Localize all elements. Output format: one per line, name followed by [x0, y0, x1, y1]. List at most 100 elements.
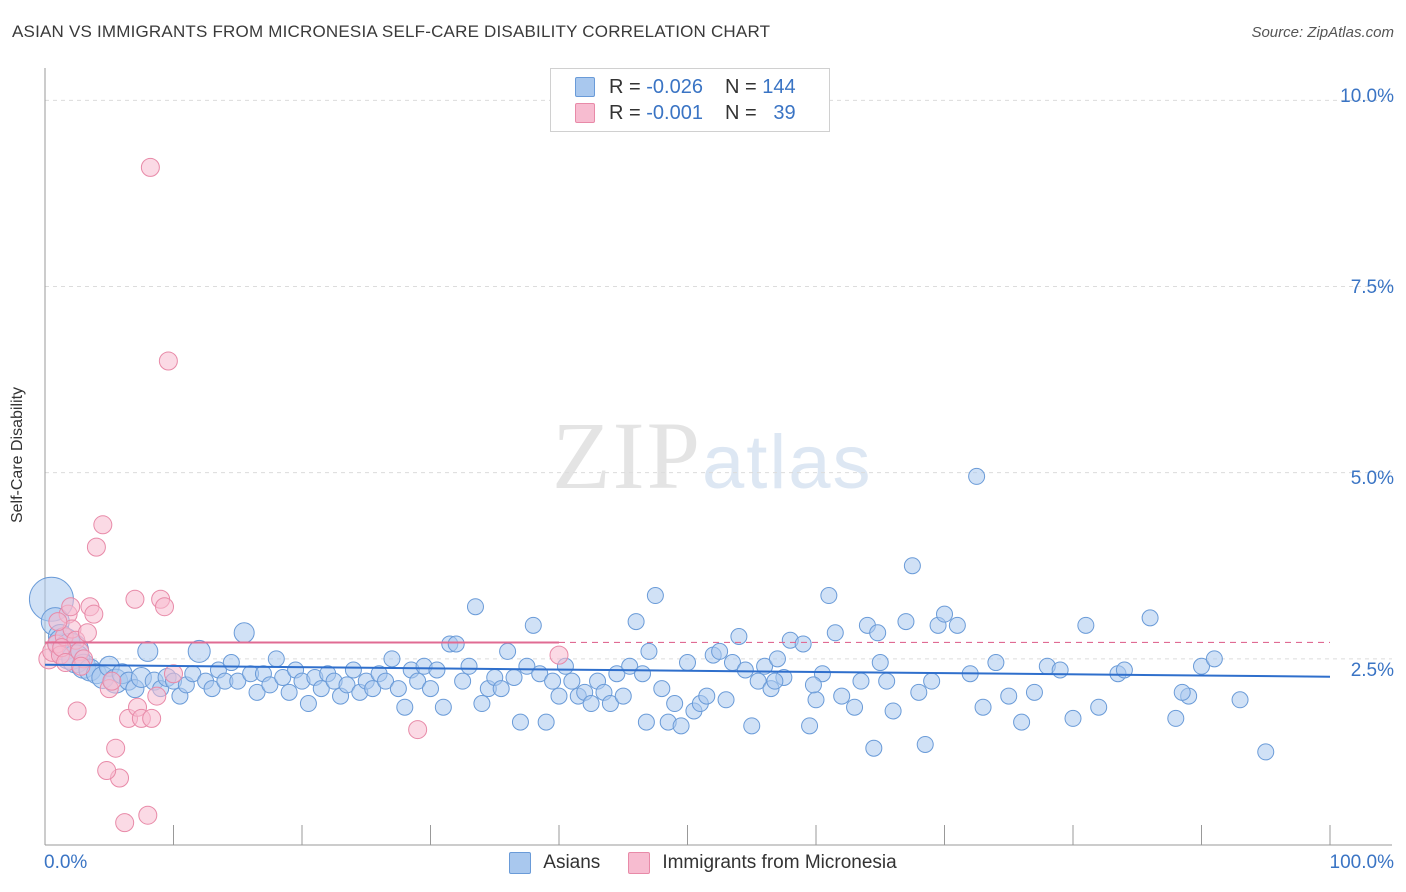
data-point-asians — [948, 616, 966, 634]
data-point-asians — [749, 672, 767, 690]
data-point-micronesia — [164, 664, 183, 684]
data-point-asians — [460, 657, 478, 675]
data-point-asians — [389, 680, 407, 698]
r-label: R = — [609, 75, 641, 98]
data-point-asians — [280, 683, 298, 701]
data-point-micronesia — [67, 701, 87, 721]
data-point-asians — [974, 698, 992, 716]
watermark: ZIPatlas — [552, 400, 873, 511]
data-point-asians — [711, 642, 729, 660]
data-point-asians — [833, 687, 851, 705]
data-point-micronesia — [97, 761, 117, 781]
data-point-asians — [466, 598, 484, 616]
data-point-asians — [987, 654, 1005, 672]
legend-row-asians: R = -0.026 N = 144 — [575, 75, 796, 99]
data-point-asians — [634, 665, 652, 683]
data-point-asians — [492, 680, 510, 698]
data-point-asians — [640, 642, 658, 660]
legend-item-asians[interactable]: Asians — [509, 852, 600, 874]
data-point-micronesia — [77, 623, 97, 643]
data-point-asians — [203, 680, 221, 698]
data-point-asians — [852, 672, 870, 690]
data-point-asians — [428, 661, 446, 679]
series-legend: Asians Immigrants from Micronesia — [0, 852, 1406, 874]
data-point-asians — [627, 613, 645, 631]
chart-title: ASIAN VS IMMIGRANTS FROM MICRONESIA SELF… — [12, 22, 771, 41]
data-point-asians — [377, 672, 395, 690]
data-point-asians — [768, 650, 786, 668]
data-point-micronesia — [549, 645, 569, 665]
data-point-asians — [884, 702, 902, 720]
data-point-asians — [1077, 616, 1095, 634]
data-point-asians — [409, 672, 427, 690]
r-label: R = — [609, 101, 641, 124]
data-point-asians — [730, 627, 748, 645]
data-point-asians — [222, 654, 240, 672]
legend-item-micronesia[interactable]: Immigrants from Micronesia — [628, 852, 897, 874]
data-point-asians — [1051, 661, 1069, 679]
data-point-asians — [550, 687, 568, 705]
data-point-asians — [344, 661, 362, 679]
data-point-asians — [807, 691, 825, 709]
data-point-micronesia — [140, 157, 160, 177]
n-value-micronesia: 39 — [773, 101, 796, 124]
data-point-asians — [229, 672, 247, 690]
data-point-asians — [267, 650, 285, 668]
data-point-asians — [1141, 609, 1159, 627]
legend-swatch-asians — [509, 852, 532, 874]
data-point-micronesia — [102, 671, 122, 691]
data-point-asians — [743, 717, 761, 735]
data-point-micronesia — [138, 805, 158, 825]
data-point-asians — [736, 661, 754, 679]
data-point-asians — [672, 717, 690, 735]
data-point-asians — [871, 654, 889, 672]
data-point-micronesia — [93, 515, 113, 535]
data-point-asians — [766, 672, 784, 690]
data-point-asians — [511, 713, 529, 731]
data-point-asians — [383, 650, 401, 668]
data-point-asians — [614, 687, 632, 705]
data-point-micronesia — [155, 597, 175, 617]
data-point-asians — [524, 616, 542, 634]
data-point-asians — [846, 698, 864, 716]
data-point-asians — [544, 672, 562, 690]
data-point-asians — [499, 642, 517, 660]
data-point-micronesia — [71, 656, 91, 676]
y-tick-label: 2.5% — [1350, 660, 1394, 681]
data-point-asians — [878, 672, 896, 690]
data-point-micronesia — [86, 537, 106, 557]
data-point-asians — [1000, 687, 1018, 705]
data-point-asians — [903, 557, 921, 575]
data-point-asians — [756, 657, 774, 675]
data-point-asians — [865, 739, 883, 757]
stats-legend: R = -0.026 N = 144 R = -0.001 N = 39 — [550, 68, 830, 132]
data-point-asians — [916, 735, 934, 753]
data-point-asians — [653, 680, 671, 698]
r-value-asians: -0.026 — [646, 75, 703, 98]
data-point-asians — [794, 635, 812, 653]
n-value-asians: 144 — [762, 75, 796, 98]
data-point-asians — [1205, 650, 1223, 668]
data-point-micronesia — [48, 612, 68, 632]
data-point-micronesia — [115, 813, 135, 833]
data-point-asians — [801, 717, 819, 735]
data-point-asians — [299, 695, 317, 713]
data-point-micronesia — [84, 604, 104, 624]
data-point-asians — [582, 695, 600, 713]
data-point-asians — [717, 691, 735, 709]
legend-label-asians: Asians — [543, 852, 601, 873]
data-point-asians — [338, 676, 356, 694]
data-point-asians — [1173, 683, 1191, 701]
data-point-asians — [473, 695, 491, 713]
data-point-micronesia — [61, 597, 81, 617]
x-tick-label-min: 0.0% — [44, 852, 88, 873]
trendline-asians — [44, 663, 1331, 678]
data-point-asians — [364, 680, 382, 698]
data-point-asians — [137, 640, 159, 662]
data-point-asians — [1013, 713, 1031, 731]
data-point-micronesia — [142, 708, 162, 728]
legend-label-micronesia: Immigrants from Micronesia — [662, 852, 897, 873]
data-point-asians — [454, 672, 472, 690]
n-label: N = — [724, 75, 757, 98]
